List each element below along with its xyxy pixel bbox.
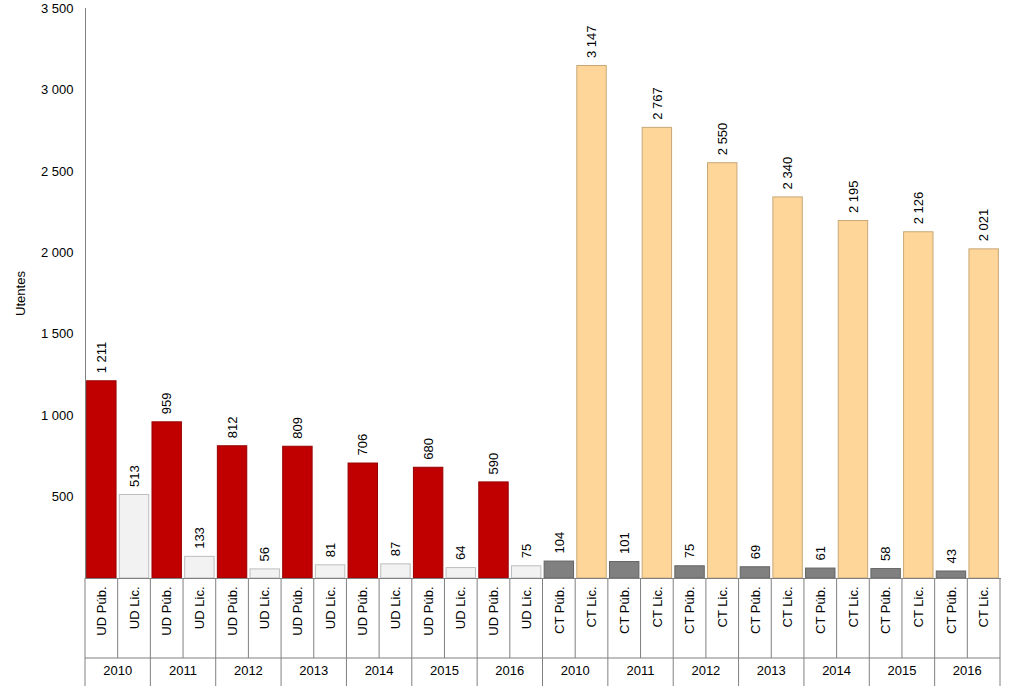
svg-text:809: 809 <box>290 417 305 439</box>
svg-text:64: 64 <box>453 546 468 560</box>
svg-text:CT Lic.: CT Lic. <box>846 587 861 628</box>
svg-text:CT Lic.: CT Lic. <box>976 587 991 628</box>
svg-text:UD Lic.: UD Lic. <box>192 587 207 630</box>
svg-text:CT Púb.: CT Púb. <box>682 587 697 634</box>
svg-text:2 340: 2 340 <box>780 157 795 190</box>
svg-text:2 021: 2 021 <box>976 209 991 242</box>
svg-text:UD Púb.: UD Púb. <box>94 587 109 636</box>
svg-text:61: 61 <box>813 546 828 560</box>
svg-text:2015: 2015 <box>430 663 459 678</box>
svg-text:2 767: 2 767 <box>650 87 665 120</box>
svg-text:3 147: 3 147 <box>584 25 599 58</box>
svg-text:UD Púb.: UD Púb. <box>486 587 501 636</box>
svg-text:513: 513 <box>127 465 142 487</box>
svg-text:UD Púb.: UD Púb. <box>290 587 305 636</box>
svg-text:2012: 2012 <box>691 663 720 678</box>
svg-text:75: 75 <box>519 544 534 558</box>
svg-text:CT Púb.: CT Púb. <box>813 587 828 634</box>
svg-text:812: 812 <box>225 417 240 439</box>
svg-text:CT Púb.: CT Púb. <box>878 587 893 634</box>
svg-text:2011: 2011 <box>169 663 197 678</box>
svg-text:UD Lic.: UD Lic. <box>388 587 403 630</box>
svg-text:2 000: 2 000 <box>41 245 74 260</box>
svg-text:3 000: 3 000 <box>41 82 74 97</box>
svg-text:680: 680 <box>421 438 436 460</box>
svg-text:1 211: 1 211 <box>94 342 109 374</box>
svg-text:CT Lic.: CT Lic. <box>780 587 795 628</box>
svg-text:706: 706 <box>355 434 370 456</box>
svg-text:56: 56 <box>257 547 272 561</box>
svg-text:2 550: 2 550 <box>715 123 730 156</box>
svg-text:2013: 2013 <box>757 663 786 678</box>
svg-text:1 000: 1 000 <box>41 408 74 423</box>
svg-text:2 500: 2 500 <box>41 164 74 179</box>
svg-text:UD Púb.: UD Púb. <box>225 587 240 636</box>
svg-text:2016: 2016 <box>953 663 982 678</box>
svg-text:58: 58 <box>878 547 893 561</box>
svg-text:CT Púb.: CT Púb. <box>617 587 632 634</box>
svg-text:2010: 2010 <box>103 663 132 678</box>
svg-text:UD Lic.: UD Lic. <box>519 587 534 630</box>
svg-text:81: 81 <box>323 543 338 557</box>
svg-text:UD Púb.: UD Púb. <box>159 587 174 636</box>
svg-text:2016: 2016 <box>495 663 524 678</box>
svg-text:2014: 2014 <box>365 663 394 678</box>
svg-text:959: 959 <box>159 393 174 415</box>
svg-text:CT Púb.: CT Púb. <box>748 587 763 634</box>
svg-text:CT Lic.: CT Lic. <box>911 587 926 628</box>
svg-text:2 126: 2 126 <box>911 192 926 225</box>
svg-text:CT Lic.: CT Lic. <box>715 587 730 628</box>
svg-text:69: 69 <box>748 545 763 559</box>
svg-text:75: 75 <box>682 544 697 558</box>
svg-text:1 500: 1 500 <box>41 326 74 341</box>
svg-text:2015: 2015 <box>888 663 917 678</box>
svg-text:87: 87 <box>388 542 403 556</box>
svg-text:UD Púb.: UD Púb. <box>355 587 370 636</box>
svg-text:2014: 2014 <box>822 663 851 678</box>
svg-text:UD Lic.: UD Lic. <box>453 587 468 630</box>
svg-text:500: 500 <box>52 489 74 504</box>
svg-text:2 195: 2 195 <box>846 180 861 213</box>
svg-text:133: 133 <box>192 527 207 549</box>
svg-text:CT Lic.: CT Lic. <box>584 587 599 628</box>
svg-text:Utentes: Utentes <box>13 271 28 316</box>
svg-text:104: 104 <box>551 532 566 554</box>
svg-text:UD Lic.: UD Lic. <box>257 587 272 630</box>
svg-text:CT Lic.: CT Lic. <box>650 587 665 628</box>
svg-text:UD Lic.: UD Lic. <box>127 587 142 630</box>
svg-text:2012: 2012 <box>234 663 263 678</box>
svg-text:2010: 2010 <box>561 663 590 678</box>
svg-text:43: 43 <box>944 549 959 563</box>
svg-text:101: 101 <box>617 532 632 554</box>
svg-text:3 500: 3 500 <box>41 1 74 16</box>
svg-text:UD Púb.: UD Púb. <box>421 587 436 636</box>
svg-text:2011: 2011 <box>627 663 655 678</box>
svg-text:2013: 2013 <box>299 663 328 678</box>
svg-text:CT Púb.: CT Púb. <box>551 587 566 634</box>
svg-text:CT Púb.: CT Púb. <box>944 587 959 634</box>
svg-text:590: 590 <box>486 453 501 475</box>
svg-text:UD Lic.: UD Lic. <box>323 587 338 630</box>
